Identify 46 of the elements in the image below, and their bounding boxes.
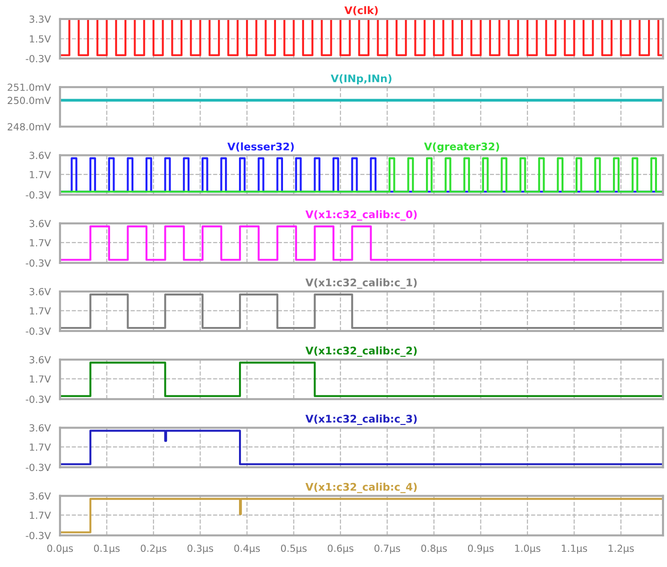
- y-tick-label: 3.6V: [30, 220, 51, 228]
- series-label: V(INp,INn): [330, 74, 392, 84]
- y-tick-label: 1.7V: [30, 375, 51, 383]
- y-tick-label: -0.3V: [26, 327, 51, 335]
- series-label: V(x1:c32_calib:c_2): [305, 346, 417, 357]
- y-tick-label: 1.7V: [30, 239, 51, 246]
- y-tick-label: 3.6V: [30, 424, 51, 432]
- x-tick-label: 1.2µs: [608, 544, 634, 554]
- y-tick-label: 3.6V: [30, 288, 51, 296]
- x-tick-label: 1.1µs: [562, 544, 588, 554]
- y-tick-label: -0.3V: [26, 54, 51, 62]
- x-tick-label: 0.3µs: [188, 544, 214, 554]
- y-tick-label: 1.7V: [30, 307, 51, 314]
- y-tick-label: 3.3V: [30, 15, 51, 23]
- series-label: V(x1:c32_calib:c_1): [305, 278, 417, 289]
- y-tick-label: 3.6V: [30, 356, 51, 364]
- x-tick-label: 0.4µs: [234, 544, 260, 554]
- x-tick-label: 0.5µs: [281, 544, 307, 554]
- y-tick-label: 1.7V: [30, 512, 51, 519]
- x-tick-label: 0.7µs: [374, 544, 400, 554]
- y-tick-label: 1.7V: [30, 444, 51, 451]
- x-tick-label: 0.2µs: [140, 544, 166, 554]
- y-tick-label: 248.0mV: [8, 123, 51, 130]
- x-tick-label: 0.6µs: [328, 544, 354, 554]
- y-tick-label: 1.7V: [30, 171, 51, 178]
- y-tick-label: 251.0mV: [8, 84, 51, 91]
- x-tick-label: 1.0µs: [515, 544, 540, 554]
- y-tick-label: -0.3V: [26, 259, 51, 267]
- series-label: V(clk): [344, 6, 378, 16]
- y-tick-label: 250.0mV: [8, 96, 51, 104]
- x-tick-label: 0.9µs: [468, 544, 494, 554]
- series-label: V(greater32): [424, 142, 500, 152]
- x-tick-label: 0.0µs: [47, 544, 73, 554]
- y-tick-label: -0.3V: [26, 396, 51, 403]
- y-tick-label: 3.6V: [30, 152, 51, 160]
- y-tick-label: 1.5V: [30, 35, 51, 43]
- y-tick-label: -0.3V: [26, 191, 51, 199]
- series-label: V(lesser32): [227, 142, 294, 152]
- x-tick-label: 0.8µs: [421, 544, 447, 554]
- y-tick-label: 3.6V: [30, 492, 51, 500]
- y-tick-label: -0.3V: [26, 532, 51, 540]
- text: V(x1:c32_calib:c_3): [305, 414, 417, 425]
- series-label: V(x1:c32_calib:c_4): [305, 482, 417, 494]
- x-tick-label: 0.1µs: [94, 544, 120, 554]
- series-label: V(x1:c32_calib:c_0): [305, 210, 417, 221]
- y-tick-label: -0.3V: [26, 464, 51, 472]
